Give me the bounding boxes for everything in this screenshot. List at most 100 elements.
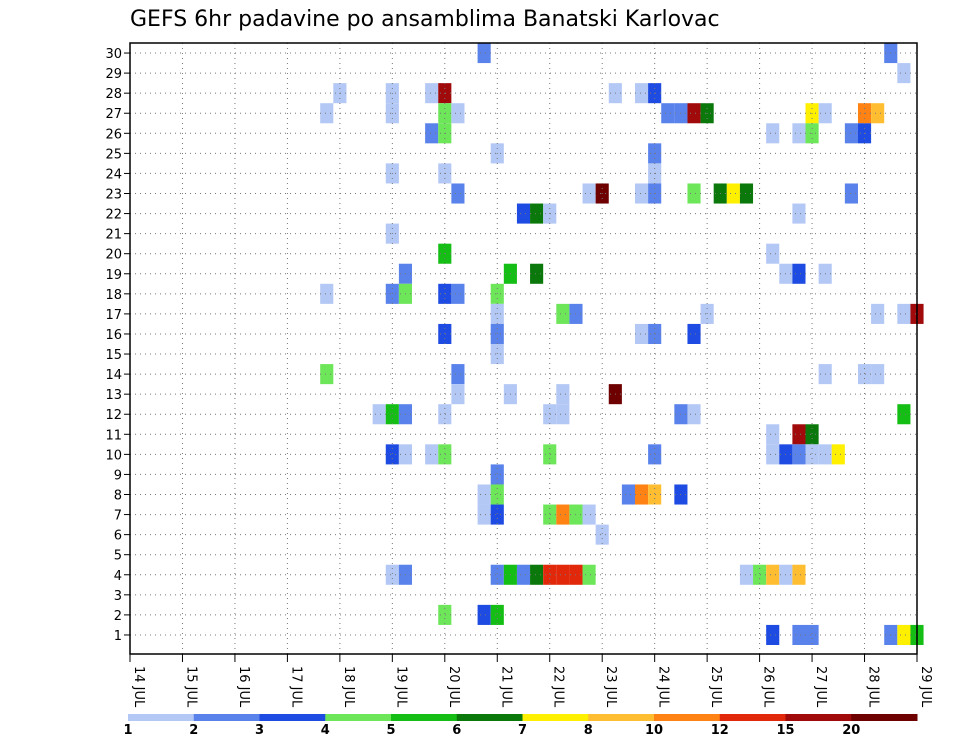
x-tick-label: 25 JUL [708,666,723,708]
heatmap-cell [805,624,819,645]
y-tick-label: 26 [105,127,122,142]
heatmap-cell [438,404,452,425]
chart-title: GEFS 6hr padavine po ansamblima Banatski… [130,7,720,32]
grid [129,43,918,654]
heatmap-cell [543,564,557,585]
legend-swatch [785,714,852,721]
x-tick-label: 23 JUL [603,666,618,708]
heatmap-cell [451,103,465,124]
legend-label: 12 [711,723,729,738]
heatmap-cell [792,424,806,445]
heatmap-cell [490,504,504,525]
legend-swatch [456,714,523,721]
x-tick-label: 14 JUL [131,666,146,708]
heatmap-cell [648,484,662,505]
y-tick-label: 14 [105,368,122,383]
legend-label: 4 [321,723,330,738]
heatmap-cell [490,564,504,585]
heatmap-cell [805,444,819,465]
x-tick-label: 19 JUL [393,666,408,708]
heatmap-cell [451,384,465,405]
x-tick-label: 20 JUL [446,666,461,708]
y-tick-label: 17 [105,308,122,323]
legend-swatch [391,714,458,721]
x-tick-label: 26 JUL [761,666,776,708]
plot-frame [129,42,918,655]
y-tick-label: 30 [105,47,122,62]
heatmap-cell [739,183,754,204]
heatmap-cell [556,303,570,324]
y-tick-label: 18 [105,288,122,303]
heatmap-cell [543,444,557,465]
heatmap-cell [516,203,531,224]
legend-swatch [654,714,721,721]
heatmap-cell [831,444,845,465]
heatmap-cell [766,123,780,144]
heatmap-cell [648,444,662,465]
heatmap-cell [792,203,806,224]
heatmap-cell [792,444,806,465]
heatmap-cell [530,203,544,224]
y-tick-label: 3 [114,589,122,604]
y-tick-label: 13 [105,388,122,403]
y-tick-label: 1 [114,629,122,644]
heatmap-cell [766,424,780,445]
y-tick-label: 20 [105,248,122,263]
heatmap-cell [766,624,780,645]
heatmap-cell [687,323,701,344]
heatmap-cell [805,424,819,445]
heatmap-cell [556,384,570,405]
heatmap-cell [530,564,544,585]
y-tick-label: 21 [105,228,122,243]
heatmap-cell [556,404,570,425]
x-tick-label: 29 JUL [918,666,933,708]
heatmap-cell [687,103,701,124]
heatmap-cell [595,524,609,545]
heatmap-cell [530,263,544,284]
legend-swatch [128,714,195,721]
y-tick-label: 23 [105,188,122,203]
heatmap-cell [425,444,439,465]
y-tick-label: 2 [114,609,122,624]
x-tick-label: 21 JUL [498,666,513,708]
heatmap-cell [739,564,754,585]
heatmap-cell [477,504,491,525]
heatmap-cell [438,444,452,465]
heatmap-cell [844,183,858,204]
heatmap-cell [844,123,858,144]
heatmap-cells [320,43,924,645]
legend-label: 7 [518,723,527,738]
heatmap-cell [582,183,596,204]
heatmap-cell [556,564,570,585]
heatmap-cell [871,103,885,124]
heatmap-cell [477,604,491,625]
heatmap-cell [634,83,649,104]
heatmap-cell [385,404,399,425]
legend-label: 15 [776,723,794,738]
y-tick-label: 5 [114,549,122,564]
legend-swatch [325,714,392,721]
y-tick-label: 16 [105,328,122,343]
heatmap-cell [451,183,465,204]
heatmap-cell [451,364,465,385]
heatmap-cell [582,504,596,525]
heatmap-cell [543,404,557,425]
heatmap-cell [385,444,399,465]
heatmap-cell [451,283,465,304]
x-tick-label: 24 JUL [656,666,671,708]
y-tick-label: 11 [105,428,122,443]
heatmap-cell [661,103,675,124]
y-tick-label: 28 [105,87,122,102]
heatmap-cell [634,484,649,505]
heatmap-cell [792,263,806,284]
heatmap-cell [857,364,872,385]
legend-swatch [259,714,326,721]
legend-label: 6 [452,723,461,738]
y-tick-label: 12 [105,408,122,423]
y-tick-label: 15 [105,348,122,363]
legend-label: 20 [842,723,860,738]
heatmap-cell [726,183,740,204]
heatmap-cell [871,364,885,385]
heatmap-cell [490,344,504,365]
x-tick-label: 18 JUL [341,666,356,708]
